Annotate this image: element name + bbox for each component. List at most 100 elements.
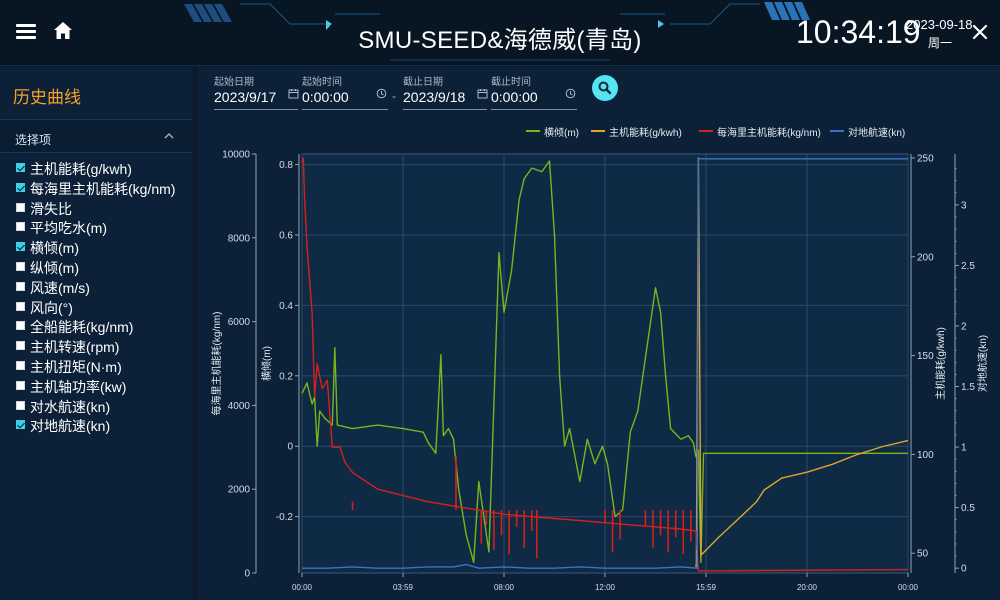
- checkbox-unchecked[interactable]: [16, 281, 25, 291]
- checkbox-checked[interactable]: [16, 182, 25, 192]
- option-label: 每海里主机能耗(kg/nm): [30, 180, 176, 197]
- option-label: 风速(m/s): [30, 279, 90, 296]
- y-tick-label: 150: [917, 351, 934, 362]
- start-time-label: 起始时间: [302, 77, 342, 88]
- legend-swatch: [830, 130, 844, 132]
- y-tick-label: 0.8: [279, 160, 293, 171]
- option-label: 对水航速(kn): [30, 398, 111, 415]
- y-axis-label: 横倾(m): [260, 346, 273, 381]
- y-tick-label: 0.6: [279, 230, 293, 241]
- x-tick-label: 20:00: [797, 583, 818, 592]
- option-label: 主机转速(rpm): [30, 339, 120, 356]
- clock-time: 10:34:19: [796, 14, 921, 50]
- clock-icon[interactable]: [376, 88, 387, 99]
- end-date-label: 截止日期: [403, 77, 443, 88]
- end-time-value[interactable]: 0:00:00: [491, 89, 538, 105]
- y-tick-label: 0.2: [279, 371, 293, 382]
- search-icon: [598, 81, 612, 95]
- end-date-value[interactable]: 2023/9/18: [403, 89, 466, 105]
- legend-label: 对地航速(kn): [848, 128, 906, 139]
- y-tick-label: 8000: [228, 233, 251, 244]
- legend-swatch: [699, 130, 713, 132]
- start-date-label: 起始日期: [214, 77, 254, 88]
- legend-label: 每海里主机能耗(kg/nm): [717, 128, 821, 139]
- option-label: 主机扭矩(N·m): [30, 359, 122, 375]
- y-axis-label: 主机能耗(g/kwh): [934, 327, 947, 400]
- y-tick-label: 0: [961, 564, 967, 575]
- legend-label: 主机能耗(g/kwh): [609, 128, 682, 139]
- option-label: 平均吃水(m): [30, 220, 107, 237]
- y-tick-label: 1: [961, 443, 967, 454]
- sidebar: 历史曲线 选择项 主机能耗(g/kwh) 每海里主机能耗(kg/nm) 滑失比 平均吃…: [0, 67, 192, 600]
- checkbox-unchecked[interactable]: [16, 341, 25, 351]
- y-tick-label: 1.5: [961, 382, 975, 393]
- y-tick-label: -0.2: [276, 512, 294, 523]
- series-line: [695, 157, 909, 568]
- y-tick-label: 100: [917, 450, 934, 461]
- checkbox-checked[interactable]: [16, 163, 25, 172]
- header-decoration: [184, 2, 810, 61]
- close-icon[interactable]: [972, 24, 988, 40]
- checkbox-unchecked[interactable]: [16, 361, 25, 370]
- series-line: [301, 160, 908, 564]
- app-header: SMU-SEED&海德威(青岛) 10:34:19 2023-09-18 周一: [0, 0, 1000, 66]
- y-tick-label: 0: [287, 442, 293, 453]
- y-tick-label: 200: [917, 252, 934, 263]
- y-tick-label: 50: [917, 549, 929, 560]
- x-tick-label: 00:00: [292, 583, 313, 592]
- checkbox-checked[interactable]: [16, 242, 25, 252]
- y-tick-label: 2000: [228, 485, 251, 496]
- checkbox-checked[interactable]: [16, 420, 25, 430]
- y-tick-label: 10000: [222, 150, 250, 161]
- series-line: [302, 158, 908, 569]
- chevron-up-icon[interactable]: [164, 131, 174, 141]
- x-tick-label: 03:59: [393, 583, 414, 592]
- app-title: SMU-SEED&海德威(青岛): [358, 27, 642, 54]
- legend-swatch: [526, 130, 540, 132]
- checkbox-unchecked[interactable]: [16, 301, 25, 311]
- y-tick-label: 0.5: [961, 503, 975, 514]
- option-label: 全船能耗(kg/nm): [30, 319, 134, 336]
- legend-label: 横倾(m): [544, 128, 579, 139]
- checkbox-unchecked[interactable]: [16, 321, 25, 331]
- option-section-header[interactable]: 选择项: [0, 119, 192, 153]
- checkbox-unchecked[interactable]: [16, 202, 25, 212]
- calendar-icon[interactable]: [288, 88, 299, 99]
- option-label: 主机轴功率(kw): [30, 378, 127, 395]
- checkbox-unchecked[interactable]: [16, 262, 25, 271]
- y-axis-label: 对地航速(kn): [976, 335, 989, 392]
- y-tick-label: 0: [244, 569, 250, 580]
- start-time-value[interactable]: 0:00:00: [302, 89, 349, 105]
- sidebar-title: 历史曲线: [13, 88, 81, 107]
- x-tick-label: 08:00: [494, 583, 515, 592]
- x-tick-label: 12:00: [595, 583, 616, 592]
- clock-icon[interactable]: [565, 88, 576, 99]
- home-icon[interactable]: [52, 20, 74, 42]
- x-tick-label: 00:00: [898, 583, 919, 592]
- checkbox-unchecked[interactable]: [16, 400, 25, 410]
- search-button[interactable]: [592, 75, 618, 101]
- checkbox-unchecked[interactable]: [16, 380, 25, 390]
- main-panel: 起始日期 2023/9/17 起始时间 0:00:00 - 截止日期 2023/…: [198, 67, 1000, 600]
- start-date-value[interactable]: 2023/9/17: [214, 89, 277, 105]
- history-chart: 00:00 03:59 08:00 12:00 15:59 20:00 00:0002000…: [210, 150, 989, 593]
- y-tick-label: 2.5: [961, 261, 975, 272]
- option-section-label: 选择项: [15, 133, 52, 147]
- x-tick-label: 15:59: [696, 583, 717, 592]
- option-label: 主机能耗(g/kwh): [30, 161, 132, 177]
- y-tick-label: 2: [961, 321, 967, 332]
- menu-icon[interactable]: [16, 24, 36, 40]
- option-label: 风向(°): [30, 299, 73, 316]
- option-label: 对地航速(kn): [30, 418, 111, 435]
- clock-date: 2023-09-18: [906, 17, 973, 32]
- clock-weekday: 周一: [928, 36, 953, 50]
- chart-legend: 横倾(m) 主机能耗(g/kwh) 每海里主机能耗(kg/nm) 对地航速(kn…: [526, 124, 1000, 139]
- y-tick-label: 250: [917, 153, 934, 164]
- calendar-icon[interactable]: [477, 88, 488, 99]
- checkbox-unchecked[interactable]: [16, 222, 25, 232]
- y-axis-label: 每海里主机能耗(kg/nm): [210, 312, 223, 416]
- option-label: 纵倾(m): [30, 260, 79, 276]
- range-separator: -: [392, 89, 396, 103]
- legend-swatch: [591, 130, 605, 132]
- end-time-label: 截止时间: [491, 77, 531, 88]
